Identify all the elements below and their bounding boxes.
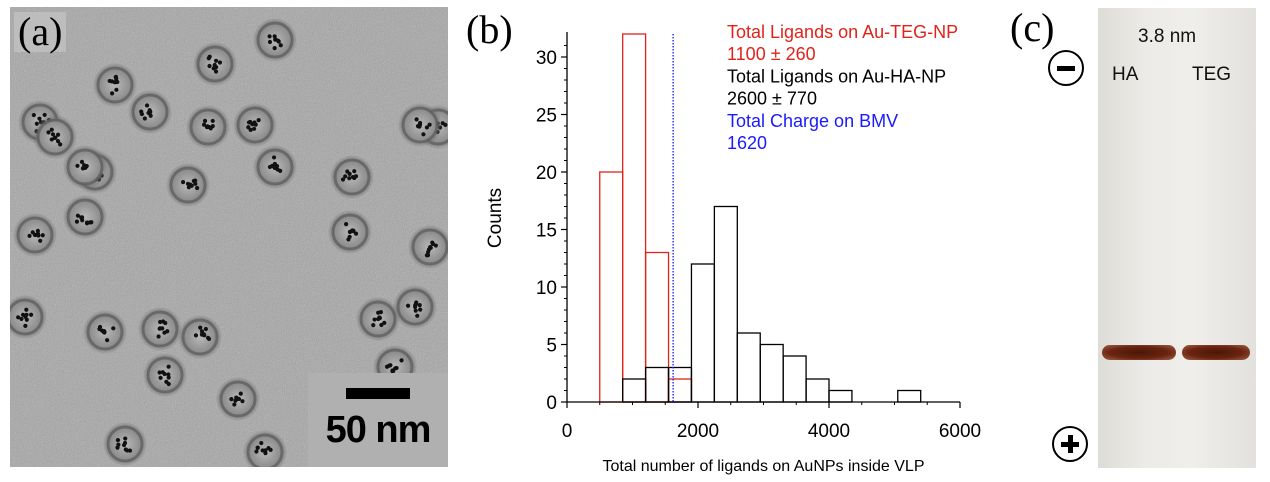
legend-annotation-1: 1100 ± 260	[727, 44, 816, 64]
y-tick-label-10: 10	[536, 278, 557, 299]
x-tick-label-6000: 6000	[939, 421, 981, 442]
y-tick-label-30: 30	[536, 48, 557, 69]
y-tick-label-15: 15	[536, 221, 557, 242]
histogram-bar-s1-7	[782, 355, 807, 403]
legend-annotation-3: 2600 ± 770	[727, 89, 817, 109]
histogram-bar-s0-3	[667, 378, 693, 403]
histogram-bar-s1-2	[667, 366, 693, 403]
histogram-bar-s0-2	[644, 251, 670, 403]
x-tick-label-2000: 2000	[677, 421, 719, 442]
y-tick-label-25: 25	[536, 106, 557, 127]
y-tick-label-20: 20	[536, 163, 557, 184]
lane-label-teg: TEG	[1192, 64, 1232, 85]
histogram-bar-s1-5	[736, 332, 761, 403]
scale-bar-box: 50 nm	[308, 373, 448, 467]
legend-annotation-5: 1620	[727, 133, 767, 153]
histogram-bar-s1-12	[897, 389, 922, 403]
y-axis-label: Counts	[485, 188, 506, 248]
legend-annotation-4: Total Charge on BMV	[727, 111, 898, 131]
ligand-histogram: 0 5 10 15 20 25 30 0 2000 4000 6000 Total number of…	[485, 22, 981, 475]
legend-annotation-0: Total Ligands on Au-TEG-NP	[727, 22, 958, 42]
x-axis-label: Total number of ligands on AuNPs inside …	[603, 458, 925, 475]
panel-label-c: (c)	[1010, 5, 1055, 50]
histogram-bar-s0-1	[622, 33, 647, 403]
histogram-bar-s1-8	[805, 378, 830, 403]
gel-band-ha	[1102, 345, 1176, 360]
scale-bar-label: 50 nm	[325, 409, 432, 451]
gel-size-label: 3.8 nm	[1138, 26, 1197, 47]
tem-micrograph: 50 nm	[10, 7, 448, 467]
legend-annotation-2: Total Ligands on Au-HA-NP	[727, 66, 946, 86]
histogram-bar-s1-3	[690, 263, 716, 403]
x-tick-label-4000: 4000	[808, 421, 850, 442]
scale-bar	[346, 388, 410, 399]
y-tick-label-0: 0	[546, 393, 557, 414]
histogram-bar-s0-0	[599, 171, 624, 403]
histogram-bar-s1-9	[828, 389, 853, 403]
histogram-bar-s1-6	[759, 343, 784, 403]
gel-image: 3.8 nm HA TEG	[1098, 8, 1256, 468]
y-tick-label-5: 5	[546, 336, 557, 357]
negative-electrode-icon	[1048, 50, 1084, 86]
histogram-bar-s1-0	[622, 378, 647, 403]
x-tick-label-0: 0	[562, 421, 573, 442]
panel-label-a: (a)	[14, 12, 67, 52]
lane-label-ha: HA	[1112, 64, 1139, 85]
histogram-bar-s1-1	[644, 366, 670, 403]
positive-electrode-icon	[1052, 426, 1088, 462]
panel-label-b: (b)	[466, 7, 513, 52]
histogram-bar-s1-4	[713, 205, 738, 403]
gel-band-teg	[1182, 345, 1250, 360]
